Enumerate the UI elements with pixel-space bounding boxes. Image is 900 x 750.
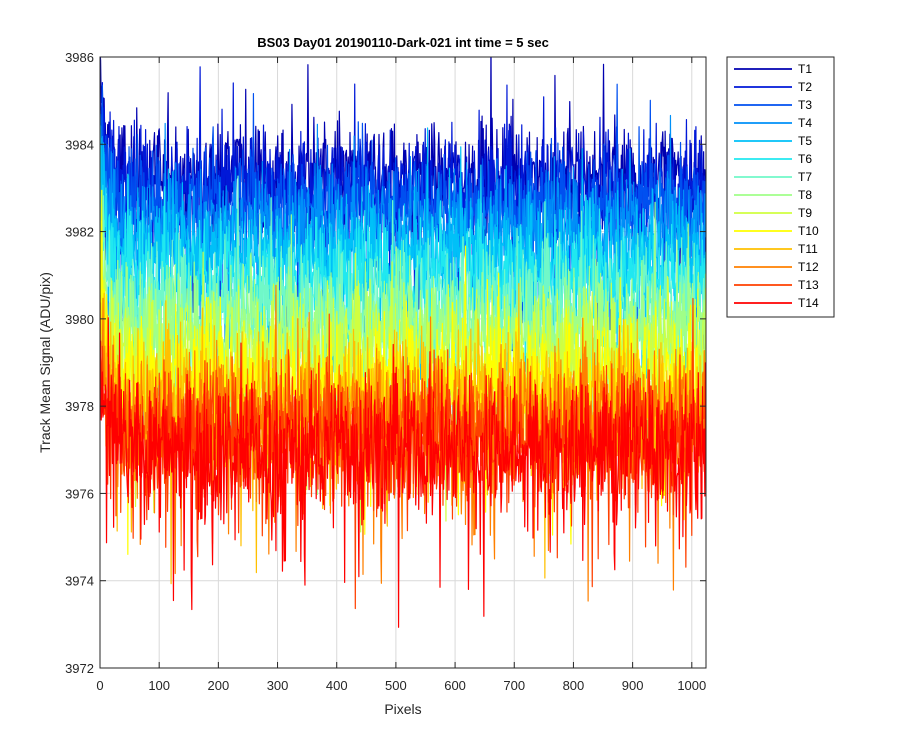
plot-area: 0 100 200 300 400 500 600 700 800 900 1000 3972397…: [65, 39, 706, 693]
x-tick-labels: 0 100 200 300 400 500 600 700 800 900 1000: [96, 678, 706, 693]
y-tick-label: 3978: [65, 399, 94, 414]
y-tick-label: 3974: [65, 574, 94, 589]
x-tick-label: 500: [385, 678, 407, 693]
y-tick-label: 3982: [65, 225, 94, 240]
x-tick-label: 200: [208, 678, 230, 693]
legend-label: T8: [798, 188, 812, 202]
x-tick-label: 600: [444, 678, 466, 693]
legend-label: T13: [798, 278, 819, 292]
legend-label: T9: [798, 206, 812, 220]
x-tick-label: 0: [96, 678, 103, 693]
legend-label: T11: [798, 242, 818, 256]
legend-label: T12: [798, 260, 819, 274]
legend-label: T10: [798, 224, 819, 238]
y-tick-label: 3972: [65, 661, 94, 676]
legend-label: T2: [798, 80, 812, 94]
y-tick-label: 3984: [65, 137, 94, 152]
y-axis-label: Track Mean Signal (ADU/pix): [37, 272, 53, 453]
y-tick-labels: 3972 3974 3976 3978 3980 3982 3984 3986: [65, 50, 94, 676]
x-tick-label: 700: [503, 678, 525, 693]
y-tick-label: 3980: [65, 312, 94, 327]
legend-label: T1: [798, 62, 812, 76]
chart-title: BS03 Day01 20190110-Dark-021 int time = …: [257, 35, 549, 50]
x-tick-label: 800: [563, 678, 585, 693]
x-tick-label: 100: [148, 678, 170, 693]
legend: T1 T2 T3 T4 T5 T6 T7 T8 T9 T10 T11 T12 T13 T14: [727, 57, 834, 317]
x-axis-label: Pixels: [384, 701, 421, 717]
legend-label: T6: [798, 152, 812, 166]
x-tick-label: 1000: [677, 678, 706, 693]
x-tick-label: 400: [326, 678, 348, 693]
x-tick-label: 300: [267, 678, 289, 693]
legend-label: T3: [798, 98, 812, 112]
legend-label: T4: [798, 116, 812, 130]
legend-label: T14: [798, 296, 819, 310]
y-tick-label: 3986: [65, 50, 94, 65]
legend-label: T7: [798, 170, 812, 184]
y-tick-label: 3976: [65, 486, 94, 501]
legend-label: T5: [798, 134, 812, 148]
x-tick-label: 900: [622, 678, 644, 693]
